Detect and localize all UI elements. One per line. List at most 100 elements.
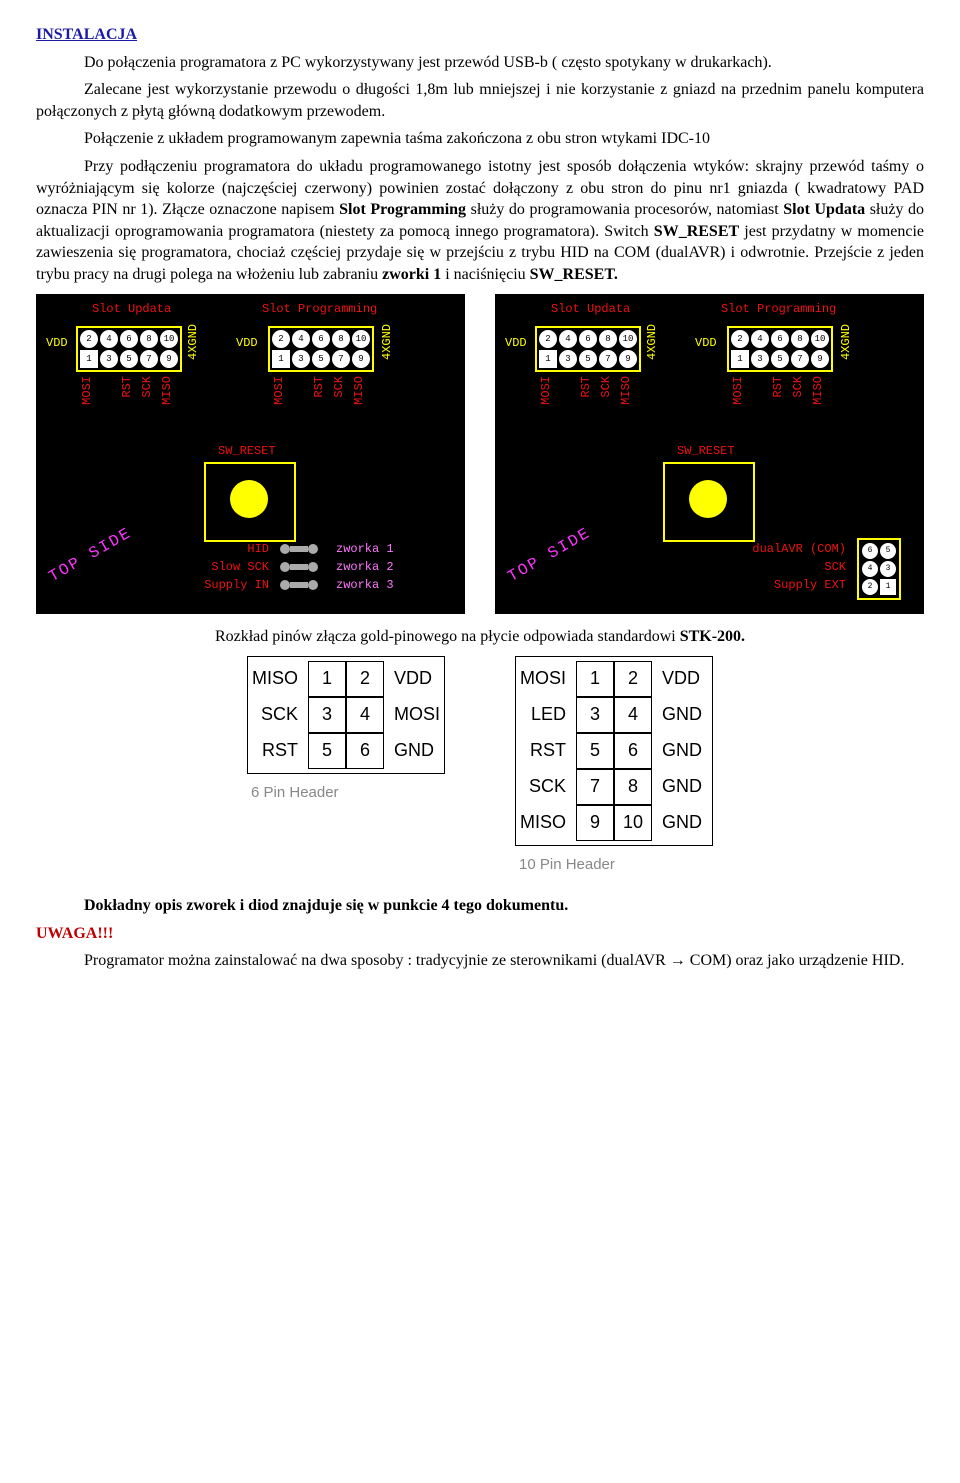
pin: 9 (811, 350, 829, 368)
pin: 4 (559, 330, 577, 348)
pcb-left: Slot Updata Slot Programming VDD 2 4 6 8… (36, 294, 465, 614)
dualavr-label: dualAVR (COM) (752, 542, 846, 556)
pcb-right: Slot Updata Slot Programming VDD 2 4 6 8… (495, 294, 924, 614)
zworki-header: 6 5 4 3 2 1 (857, 538, 901, 600)
sw-reset-label: SW_RESET (677, 444, 735, 458)
slot-upd-bold: Slot Updata (783, 201, 865, 218)
paragraph-1b: Zalecane jest wykorzystanie przewodu o d… (36, 79, 924, 122)
pin: 7 (791, 350, 809, 368)
pin: 6 (862, 543, 878, 559)
header-programming: 2 4 6 8 10 1 3 5 7 9 (268, 326, 374, 372)
stk-6pin-grid: MISO12VDDSCK34MOSIRST56GND (248, 661, 444, 769)
pin-cell: 7 (576, 769, 614, 805)
stk-caption-text: Rozkład pinów złącza gold-pinowego na pł… (215, 628, 680, 645)
vdd-label-1: VDD (505, 336, 527, 350)
pin: 5 (312, 350, 330, 368)
pin-label: GND (384, 733, 444, 769)
pin: 5 (120, 350, 138, 368)
pin: 3 (292, 350, 310, 368)
pin-label: GND (652, 769, 712, 805)
pin: 3 (880, 561, 896, 577)
p2-mid4: i naciśnięciu (441, 266, 529, 283)
pin-label: GND (652, 733, 712, 769)
pin-cell: 5 (308, 733, 346, 769)
pin: 10 (619, 330, 637, 348)
p2-mid1: służy do programowania procesorów, natom… (466, 201, 783, 218)
pin-label: SCK (248, 697, 308, 733)
pin-label: VDD (652, 661, 712, 697)
zworka1-label: zworka 1 (336, 542, 394, 556)
rst-label: RST (120, 376, 134, 398)
pin: 3 (100, 350, 118, 368)
vdd-label-1: VDD (46, 336, 68, 350)
slow-sck-label: Slow SCK (211, 560, 269, 574)
pin-label: MISO (248, 661, 308, 697)
header-updata: 2 4 6 8 10 1 3 5 7 9 (535, 326, 641, 372)
pin: 9 (160, 350, 178, 368)
pin: 2 (272, 330, 290, 348)
stk-6pin-caption: 6 Pin Header (251, 784, 339, 801)
4xgnd-label-1: 4XGND (186, 324, 200, 360)
zworka2-label: zworka 2 (336, 560, 394, 574)
pin: 7 (140, 350, 158, 368)
pin-label: MISO (516, 805, 576, 841)
stk-caption: Rozkład pinów złącza gold-pinowego na pł… (36, 628, 924, 646)
pin: 1 (80, 350, 98, 368)
pin: 9 (352, 350, 370, 368)
pin-label: RST (248, 733, 308, 769)
miso-label: MISO (160, 376, 174, 405)
sck-setting-label: SCK (824, 560, 846, 574)
header-updata: 2 4 6 8 10 1 3 5 7 9 (76, 326, 182, 372)
pin-label: GND (652, 805, 712, 841)
pin-label: GND (652, 697, 712, 733)
miso-label-2: MISO (352, 376, 366, 405)
4xgnd-label-2: 4XGND (839, 324, 853, 360)
4xgnd-label-2: 4XGND (380, 324, 394, 360)
pin-label: VDD (384, 661, 444, 697)
pin-cell: 8 (614, 769, 652, 805)
stk-caption-bold: STK-200. (680, 628, 745, 645)
pin: 5 (579, 350, 597, 368)
sw-reset2-bold: SW_RESET. (530, 266, 618, 283)
warning-heading: UWAGA!!! (36, 923, 924, 945)
pin: 6 (579, 330, 597, 348)
sw-reset-label: SW_RESET (218, 444, 276, 458)
pin: 2 (731, 330, 749, 348)
stk-10pin-grid: MOSI12VDDLED34GNDRST56GNDSCK78GNDMISO910… (516, 661, 712, 841)
rst-label: RST (579, 376, 593, 398)
zworki1-bold: zworki 1 (382, 266, 441, 283)
pin: 9 (619, 350, 637, 368)
section-heading: INSTALACJA (36, 24, 924, 46)
pin: 8 (140, 330, 158, 348)
stk-pinout-diagram: MISO12VDDSCK34MOSIRST56GND 6 Pin Header … (36, 656, 924, 873)
paragraph-last: Programator można zainstalować na dwa sp… (36, 950, 924, 972)
pin-cell: 4 (346, 697, 384, 733)
pin: 8 (332, 330, 350, 348)
stk-6pin: MISO12VDDSCK34MOSIRST56GND 6 Pin Header (247, 656, 445, 873)
top-side-label: TOP SIDE (46, 524, 135, 586)
hid-label: HID (247, 542, 269, 556)
pin: 7 (332, 350, 350, 368)
miso-label-2: MISO (811, 376, 825, 405)
jumper-1 (280, 544, 318, 554)
pin-label: MOSI (384, 697, 444, 733)
pin: 1 (539, 350, 557, 368)
pin-cell: 9 (576, 805, 614, 841)
pin: 10 (160, 330, 178, 348)
paragraph-2: Przy podłączeniu programatora do układu … (36, 156, 924, 286)
pin-label: LED (516, 697, 576, 733)
vdd-label-2: VDD (695, 336, 717, 350)
mosi-label-2: MOSI (731, 376, 745, 405)
pin: 7 (599, 350, 617, 368)
mosi-label-2: MOSI (272, 376, 286, 405)
pin: 4 (292, 330, 310, 348)
mosi-label: MOSI (80, 376, 94, 405)
supply-ext-label: Supply EXT (774, 578, 846, 592)
pin: 2 (539, 330, 557, 348)
vdd-label-2: VDD (236, 336, 258, 350)
pin: 2 (862, 579, 878, 595)
sck-label-2: SCK (791, 376, 805, 398)
sck-label-2: SCK (332, 376, 346, 398)
pcb-diagram-row: Slot Updata Slot Programming VDD 2 4 6 8… (36, 294, 924, 614)
pin: 3 (751, 350, 769, 368)
